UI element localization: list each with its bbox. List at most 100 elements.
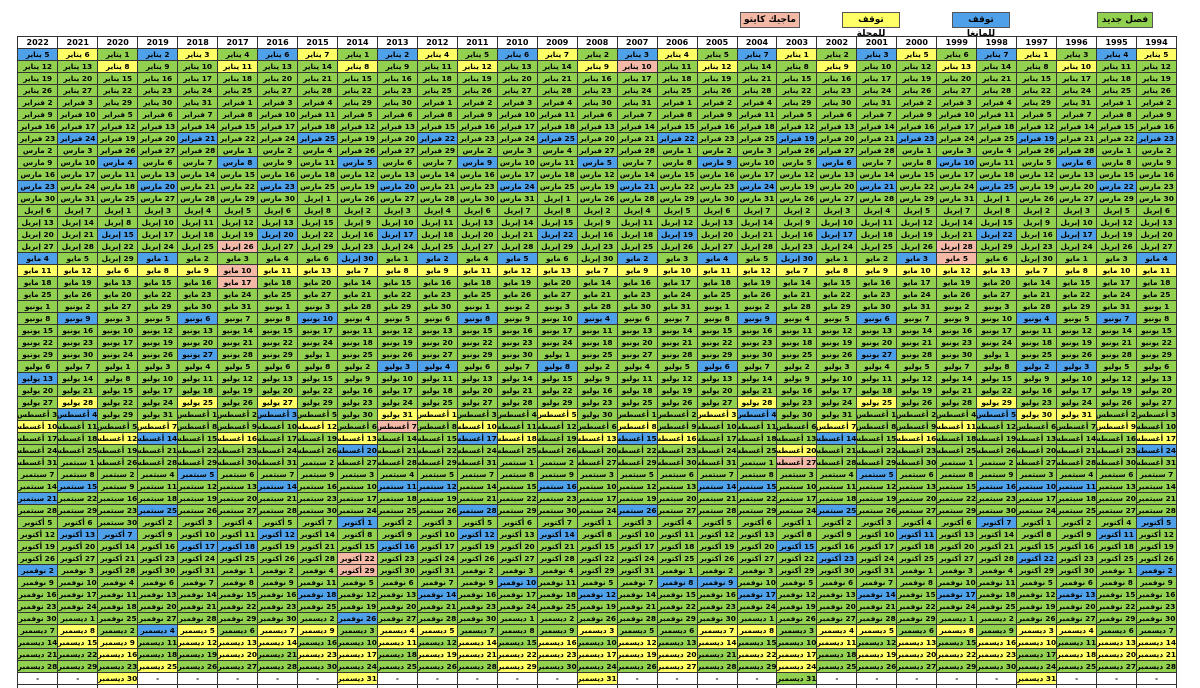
day: 29 xyxy=(1043,565,1055,575)
month: مايو xyxy=(383,301,399,311)
day: 14 xyxy=(885,589,896,599)
month: يناير xyxy=(665,49,682,59)
year-header: 2022 xyxy=(16,36,59,49)
month: أغسطس xyxy=(818,433,844,443)
month: يونيو xyxy=(424,313,443,323)
day: 25 xyxy=(202,397,213,407)
empty-cell: - xyxy=(496,684,538,688)
day: 9 xyxy=(691,421,697,431)
day: 14 xyxy=(1040,277,1051,287)
day: 20 xyxy=(521,73,532,83)
day: 14 xyxy=(561,61,572,71)
month: أغسطس xyxy=(177,409,210,419)
day: 9 xyxy=(605,217,611,227)
month: إبريل xyxy=(261,217,281,227)
date-cell: 16 نوفمبر xyxy=(696,588,738,601)
date-cell: 22 مارس xyxy=(896,180,938,193)
month: نوفمبر xyxy=(261,565,287,575)
day: 12 xyxy=(481,61,492,71)
day: 2 xyxy=(728,565,734,575)
date-cell: 18 أكتوبر xyxy=(656,540,698,553)
date-cell: 21 مايو xyxy=(576,288,618,301)
date-cell: 8 مايو xyxy=(137,264,179,277)
day: 3 xyxy=(1004,301,1010,311)
day: 30 xyxy=(841,97,852,107)
date-cell: 3 يونيو xyxy=(976,300,1018,313)
day: 9 xyxy=(728,577,734,587)
day: 22 xyxy=(526,493,537,503)
day: 23 xyxy=(924,133,935,143)
month: سبتمبر xyxy=(220,469,247,479)
day: 5 xyxy=(523,253,529,263)
date-cell: 27 إبريل xyxy=(16,240,59,253)
month: ديسمبر xyxy=(177,637,205,647)
month: أغسطس xyxy=(338,457,365,467)
date-cell: 21 مايو xyxy=(776,288,818,301)
month: أكتوبر xyxy=(939,541,962,551)
month: إبريل xyxy=(104,217,124,227)
date-cell: 12 أكتوبر xyxy=(456,528,498,541)
month: مايو xyxy=(982,265,998,275)
month: مارس xyxy=(499,181,522,191)
date-cell: 28 أكتوبر xyxy=(536,552,578,565)
date-cell: 22 مارس xyxy=(1096,180,1138,193)
empty-cell: - xyxy=(576,684,618,688)
day: 12 xyxy=(326,421,337,431)
date-cell: 14 نوفمبر xyxy=(177,588,219,601)
month: مارس xyxy=(260,169,283,179)
month: إبريل xyxy=(463,205,484,215)
date-cell: 24 سبتمبر xyxy=(576,504,618,517)
date-cell: 26 سبتمبر xyxy=(177,504,219,517)
month: يونيو xyxy=(1061,325,1080,335)
date-cell: 28 أغسطس xyxy=(1056,456,1098,469)
date-cell: 18 مايو xyxy=(257,276,299,289)
month: يوليو xyxy=(983,361,1002,371)
month: أغسطس xyxy=(618,433,644,443)
day: 8 xyxy=(768,469,774,479)
date-cell: 27 إبريل xyxy=(696,240,738,253)
day: 28 xyxy=(522,397,533,407)
day: 7 xyxy=(207,157,213,167)
date-cell: 17 سبتمبر xyxy=(336,492,378,505)
day: 9 xyxy=(882,265,889,275)
day: 7 xyxy=(49,469,55,479)
day: 27 xyxy=(1085,613,1096,623)
day: 30 xyxy=(126,517,138,527)
day: 31 xyxy=(963,193,975,203)
month: مارس xyxy=(702,145,725,155)
day: 25 xyxy=(406,661,417,671)
month: إبريل xyxy=(940,217,960,227)
month: فبراير xyxy=(62,97,86,107)
month: مارس xyxy=(739,157,762,167)
day: 19 xyxy=(724,541,735,551)
date-cell: 30 يوليو xyxy=(1016,408,1058,421)
day: 24 xyxy=(1001,337,1013,347)
month: إبريل xyxy=(900,229,920,239)
week-row: 29 يونيو 28 يونيو 26 يونيو 25 يونيو 1 يوليو 3… xyxy=(16,348,1177,361)
day: 3 xyxy=(966,145,972,155)
month: أغسطس xyxy=(179,445,205,455)
month: إبريل xyxy=(64,205,84,215)
day: 10 xyxy=(163,217,174,227)
date-cell: 14 أغسطس xyxy=(1056,432,1098,445)
month: يناير xyxy=(542,61,559,71)
date-cell: 26 إبريل xyxy=(656,240,698,253)
month: إبريل xyxy=(860,217,881,227)
month: يونيو xyxy=(422,337,440,347)
month: ديسمبر xyxy=(217,637,245,647)
month: يناير xyxy=(862,97,879,107)
day: 2 xyxy=(288,565,294,575)
month: سبتمبر xyxy=(900,469,926,479)
month: مايو xyxy=(985,253,1001,263)
month: يوليو xyxy=(544,349,563,359)
day: 10 xyxy=(641,61,652,71)
day: 12 xyxy=(886,637,897,647)
month: مارس xyxy=(1141,157,1164,167)
date-cell: 12 يوليو xyxy=(656,372,698,385)
month: سبتمبر xyxy=(58,505,85,515)
month: نوفمبر xyxy=(338,601,364,611)
date-cell: 28 فبراير xyxy=(616,144,658,157)
date-cell: 26 فبراير xyxy=(336,144,378,157)
day: 29 xyxy=(361,97,372,107)
date-cell: 20 يناير xyxy=(57,72,99,85)
